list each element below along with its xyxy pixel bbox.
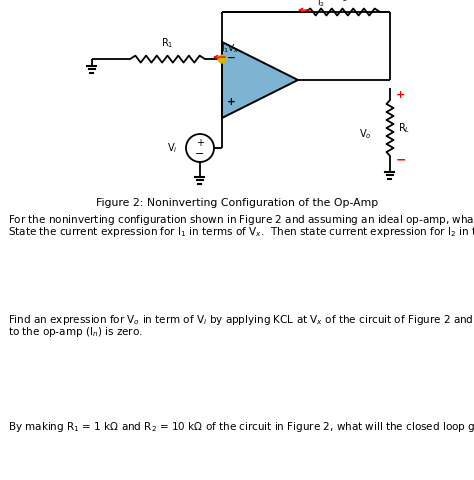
Text: to the op-amp (I$_n$) is zero.: to the op-amp (I$_n$) is zero. — [8, 325, 143, 339]
Text: For the noninverting configuration shown in Figure 2 and assuming an ideal op-am: For the noninverting configuration shown… — [8, 213, 474, 227]
Text: +: + — [396, 90, 405, 100]
Circle shape — [218, 55, 226, 63]
Text: I$_2$: I$_2$ — [317, 0, 325, 9]
Text: I$_1$: I$_1$ — [221, 43, 229, 55]
Text: R$_L$: R$_L$ — [398, 121, 410, 135]
Text: V$_o$: V$_o$ — [359, 127, 372, 141]
Text: +: + — [196, 138, 204, 148]
Text: Find an expression for V$_o$ in term of V$_i$ by applying KCL at V$_x$ of the ci: Find an expression for V$_o$ in term of … — [8, 313, 474, 327]
Text: V$_i$: V$_i$ — [167, 141, 177, 155]
Text: R$_2$: R$_2$ — [336, 0, 349, 4]
Text: Figure 2: Noninverting Configuration of the Op-Amp: Figure 2: Noninverting Configuration of … — [96, 198, 378, 208]
Text: +: + — [227, 97, 236, 107]
Text: By making R$_1$ = 1 kΩ and R$_2$ = 10 kΩ of the circuit in Figure 2, what will t: By making R$_1$ = 1 kΩ and R$_2$ = 10 kΩ… — [8, 420, 474, 434]
Text: −: − — [227, 53, 236, 63]
Text: −: − — [396, 154, 407, 167]
Text: V$_x$: V$_x$ — [227, 43, 239, 55]
Polygon shape — [222, 42, 298, 118]
Text: R$_1$: R$_1$ — [161, 36, 174, 50]
Circle shape — [186, 134, 214, 162]
Text: −: − — [195, 149, 205, 159]
Text: State the current expression for I$_1$ in terms of V$_x$.  Then state current ex: State the current expression for I$_1$ i… — [8, 225, 474, 239]
